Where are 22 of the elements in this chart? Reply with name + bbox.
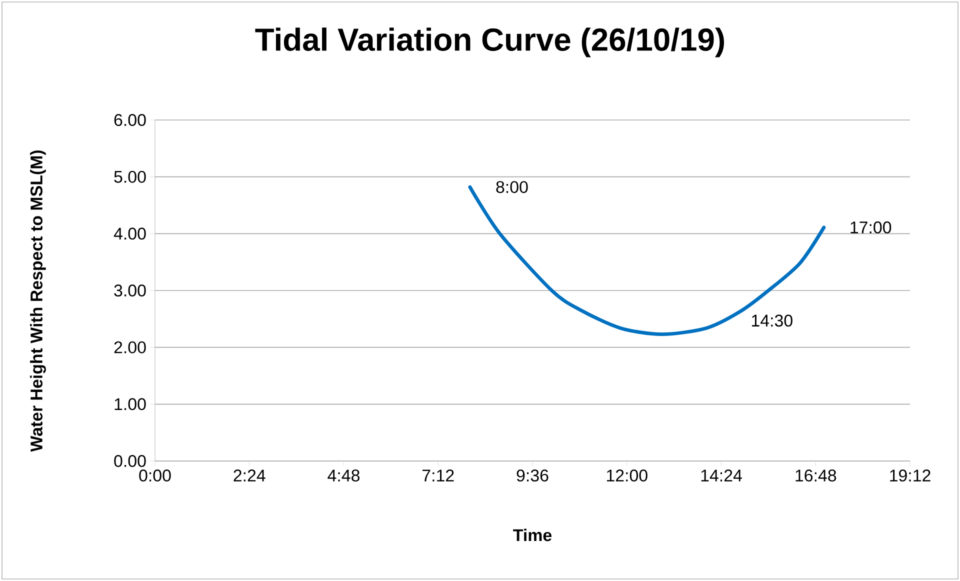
y-tick-label: 5.00	[114, 170, 146, 183]
x-tick-label: 19:12	[890, 470, 930, 482]
y-axis-title: Water Height With Respect to MSL(M)	[30, 150, 46, 452]
x-tick-label: 16:48	[796, 470, 836, 482]
x-tick-label: 14:24	[701, 470, 742, 482]
y-tick-label: 4.00	[114, 228, 146, 240]
x-axis-title: Time	[513, 528, 552, 542]
annotation: 14:30	[752, 314, 792, 327]
chart-title: Tidal Variation Curve (26/10/19)	[255, 28, 724, 58]
y-tick-label: 6.00	[114, 114, 146, 126]
x-tick-label: 4:48	[328, 470, 360, 482]
annotation: 8:00	[496, 181, 528, 194]
y-tick-label: 2.00	[114, 341, 146, 354]
x-tick-label: 12:00	[606, 470, 648, 482]
y-tick-label: 0.00	[114, 455, 146, 467]
y-tick-label: 3.00	[114, 284, 146, 297]
x-tick-label: 7:12	[422, 470, 454, 482]
x-tick-label: 0:00	[139, 470, 171, 482]
y-tick-label: 1.00	[114, 398, 146, 410]
annotation: 17:00	[850, 221, 892, 234]
x-tick-label: 9:36	[516, 470, 548, 482]
x-tick-label: 2:24	[234, 470, 266, 482]
